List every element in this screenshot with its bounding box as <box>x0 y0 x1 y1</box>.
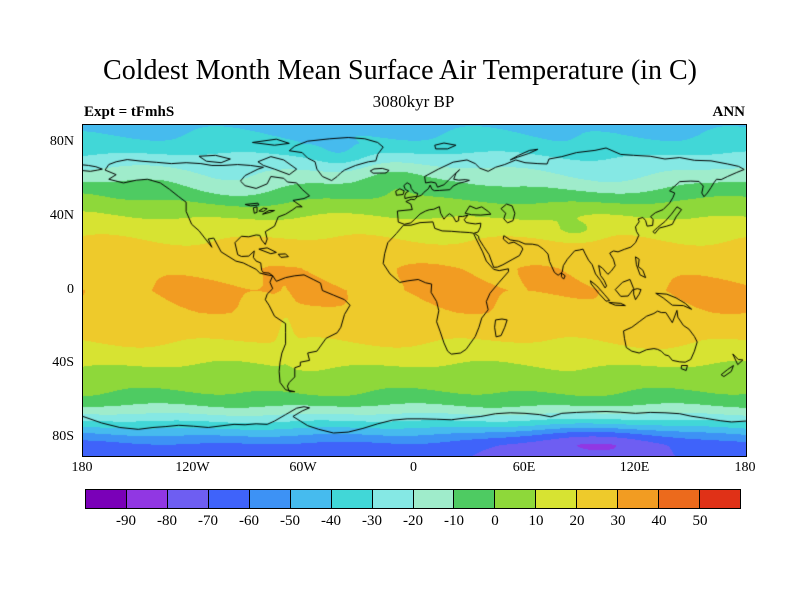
season-label: ANN <box>712 104 746 120</box>
map-frame <box>82 124 747 457</box>
colorbar-tick-label: -30 <box>362 513 382 529</box>
colorbar-segment <box>289 489 332 509</box>
colorbar-segment <box>617 489 660 509</box>
lat-tick-label: 40N <box>49 207 74 223</box>
colorbar-segment <box>699 489 741 509</box>
colorbar-tick-label: -60 <box>239 513 259 529</box>
colorbar-segment <box>535 489 578 509</box>
temperature-map-canvas <box>83 125 746 456</box>
colorbar-tick-label: 0 <box>491 513 499 529</box>
lat-tick-label: 40S <box>52 355 74 371</box>
colorbar-segment <box>412 489 455 509</box>
colorbar-segment <box>248 489 291 509</box>
colorbar-segment <box>166 489 209 509</box>
colorbar-segment <box>494 489 537 509</box>
colorbar-tick-label: 40 <box>651 513 667 529</box>
colorbar-tick-label: -40 <box>321 513 341 529</box>
colorbar-tick-label: -20 <box>403 513 423 529</box>
experiment-label: Expt = tFmhS <box>84 104 175 120</box>
colorbar-segment <box>576 489 619 509</box>
colorbar-tick-label: -50 <box>280 513 300 529</box>
colorbar-segment <box>85 489 127 509</box>
colorbar-segment <box>371 489 414 509</box>
colorbar <box>85 489 741 509</box>
lat-tick-label: 80N <box>49 134 74 150</box>
lon-tick-label: 0 <box>410 460 417 475</box>
colorbar-segment <box>125 489 168 509</box>
colorbar-segment <box>453 489 496 509</box>
colorbar-segment <box>330 489 373 509</box>
lon-tick-label: 60E <box>512 460 536 475</box>
colorbar-tick-label: 30 <box>610 513 626 529</box>
colorbar-tick-label: -70 <box>198 513 218 529</box>
lon-tick-label: 180 <box>734 460 756 475</box>
colorbar-tick-label: -10 <box>444 513 464 529</box>
colorbar-tick-label: 20 <box>569 513 585 529</box>
colorbar-tick-label: 10 <box>528 513 544 529</box>
chart-subtitle: 3080kyr BP <box>372 92 455 111</box>
colorbar-segment <box>207 489 250 509</box>
lat-tick-label: 80S <box>52 428 74 444</box>
colorbar-segment <box>658 489 701 509</box>
lon-tick-label: 120E <box>619 460 650 475</box>
colorbar-tick-label: 50 <box>692 513 708 529</box>
lon-tick-label: 60W <box>289 460 317 475</box>
lon-tick-label: 120W <box>175 460 210 475</box>
colorbar-tick-label: -90 <box>116 513 136 529</box>
chart-title: Coldest Month Mean Surface Air Temperatu… <box>103 55 697 86</box>
colorbar-tick-label: -80 <box>157 513 177 529</box>
lat-tick-label: 0 <box>67 281 74 297</box>
lon-tick-label: 180 <box>71 460 93 475</box>
